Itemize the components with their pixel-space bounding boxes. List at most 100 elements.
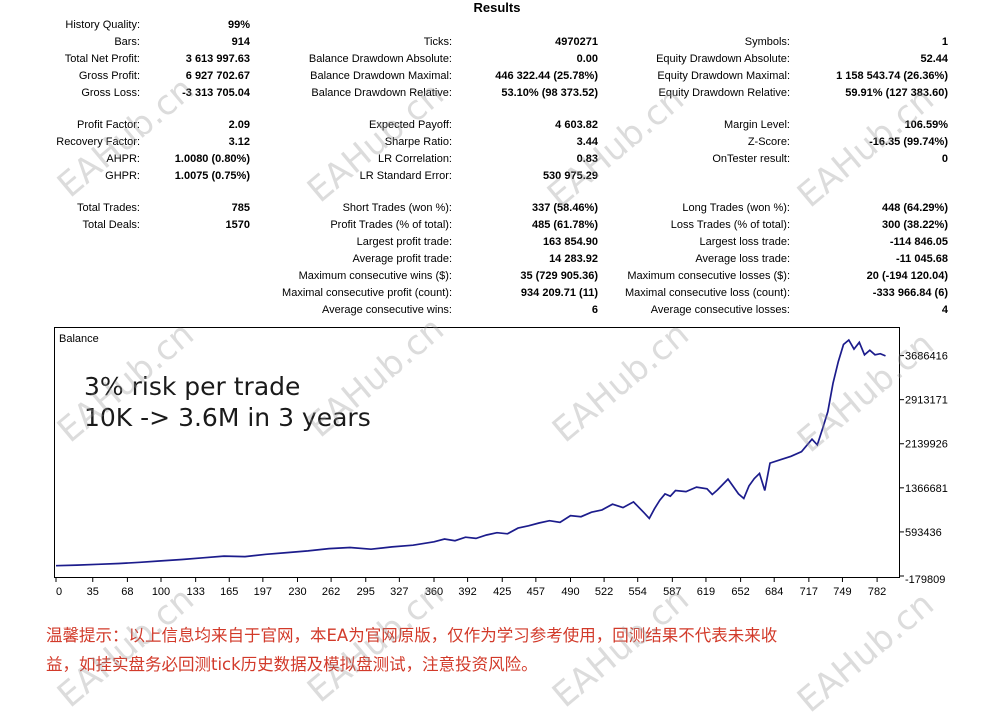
stat-label-col1-0: History Quality: bbox=[65, 19, 140, 31]
x-tick-label-21: 684 bbox=[765, 586, 783, 598]
stat-label-col2-6: LR Correlation: bbox=[378, 153, 452, 165]
x-tick-label-12: 392 bbox=[458, 586, 476, 598]
x-tick-label-6: 197 bbox=[254, 586, 272, 598]
stat-value-col3-11: 20 (-194 120.04) bbox=[866, 270, 948, 282]
stat-label-col1-6: Recovery Factor: bbox=[56, 136, 140, 148]
stat-label-col3-0: Symbols: bbox=[744, 36, 790, 48]
disclaimer-note: 温馨提示：以上信息均来自于官网，本EA为官网原版，仅作为学习参考使用，回测结果不… bbox=[46, 621, 966, 679]
x-tick-label-2: 68 bbox=[121, 586, 133, 598]
stat-value-col2-13: 934 209.71 (11) bbox=[520, 287, 598, 299]
stat-label-col2-4: Expected Payoff: bbox=[369, 119, 452, 131]
stat-value-col2-14: 6 bbox=[591, 304, 598, 316]
stat-label-col3-2: Equity Drawdown Maximal: bbox=[657, 70, 790, 82]
stat-label-col2-3: Balance Drawdown Relative: bbox=[311, 87, 452, 99]
stat-label-col3-5: Z-Score: bbox=[747, 136, 790, 148]
stat-label-col2-14: Average consecutive wins: bbox=[321, 304, 452, 316]
chart-annotation-line-2: 10K -> 3.6M in 3 years bbox=[84, 403, 371, 432]
chart-frame bbox=[54, 327, 900, 578]
stat-value-col2-4: 4 603.82 bbox=[555, 119, 598, 131]
x-tick-label-16: 522 bbox=[595, 586, 613, 598]
stat-value-col3-0: 1 bbox=[941, 36, 948, 48]
x-tick-label-23: 749 bbox=[833, 586, 851, 598]
balance-line bbox=[55, 338, 886, 567]
x-tick-label-14: 457 bbox=[527, 586, 545, 598]
stat-value-col2-1: 0.00 bbox=[576, 53, 598, 65]
stat-value-col1-6: 3.12 bbox=[228, 136, 250, 148]
x-tick-label-1: 35 bbox=[87, 586, 99, 598]
x-tick-label-18: 587 bbox=[663, 586, 681, 598]
stat-label-col2-0: Ticks: bbox=[423, 36, 452, 48]
stat-value-col1-4: -3 313 705.04 bbox=[182, 87, 250, 99]
stat-label-col1-4: Gross Loss: bbox=[81, 87, 140, 99]
x-tick-label-4: 133 bbox=[186, 586, 204, 598]
x-tick-label-10: 327 bbox=[390, 586, 408, 598]
stat-value-col3-7: 448 (64.29%) bbox=[881, 202, 948, 214]
stat-value-col2-11: 14 283.92 bbox=[549, 253, 598, 265]
chart-title: Balance bbox=[59, 333, 99, 345]
stat-value-col3-1: 52.44 bbox=[920, 53, 948, 65]
y-tick-label-4: 2913171 bbox=[905, 395, 948, 407]
stat-value-col3-8: 300 (38.22%) bbox=[881, 219, 948, 231]
stat-value-col2-3: 53.10% (98 373.52) bbox=[501, 87, 598, 99]
stat-label-col3-13: Average consecutive losses: bbox=[650, 304, 790, 316]
x-tick-label-3: 100 bbox=[152, 586, 170, 598]
x-tick-label-7: 230 bbox=[288, 586, 306, 598]
stat-label-col1-2: Total Net Profit: bbox=[64, 53, 140, 65]
stat-value-col3-2: 1 158 543.74 (26.36%) bbox=[836, 70, 948, 82]
stat-label-col2-12: Maximum consecutive wins ($): bbox=[298, 270, 452, 282]
x-tick-label-17: 554 bbox=[629, 586, 647, 598]
stat-value-col1-0: 99% bbox=[227, 19, 250, 31]
y-tick-label-5: 3686416 bbox=[905, 351, 948, 363]
stat-value-col1-9: 785 bbox=[231, 202, 250, 214]
x-tick-label-5: 165 bbox=[220, 586, 238, 598]
balance-chart: Balance 3% risk per trade 10K -> 3.6M in… bbox=[54, 327, 948, 598]
disclaimer-line-2: 益，如挂实盘务必回测tick历史数据及模拟盘测试，注意投资风险。 bbox=[46, 655, 538, 674]
stat-value-col2-9: 485 (61.78%) bbox=[531, 219, 598, 231]
y-tick-label-1: 593436 bbox=[905, 527, 942, 539]
x-tick-label-20: 652 bbox=[731, 586, 749, 598]
stat-value-col1-5: 2.09 bbox=[228, 119, 250, 131]
stat-value-col2-5: 3.44 bbox=[576, 136, 598, 148]
stat-value-col3-10: -11 045.68 bbox=[896, 253, 948, 265]
stat-value-col3-13: 4 bbox=[941, 304, 948, 316]
stat-label-col1-9: Total Trades: bbox=[77, 202, 140, 214]
stat-label-col2-8: Short Trades (won %): bbox=[342, 202, 452, 214]
x-tick-label-0: 0 bbox=[56, 586, 62, 598]
stat-label-col3-4: Margin Level: bbox=[723, 119, 790, 131]
stat-label-col1-7: AHPR: bbox=[106, 153, 140, 165]
stat-label-col2-11: Average profit trade: bbox=[352, 253, 452, 265]
results-title: Results bbox=[473, 0, 521, 15]
stat-value-col2-6: 0.83 bbox=[576, 153, 598, 165]
x-tick-label-22: 717 bbox=[800, 586, 818, 598]
x-tick-label-19: 619 bbox=[697, 586, 715, 598]
stat-value-col3-12: -333 966.84 (6) bbox=[872, 287, 948, 299]
stat-value-col1-10: 1570 bbox=[225, 219, 250, 231]
stat-value-col1-1: 914 bbox=[231, 36, 250, 48]
stat-label-col1-8: GHPR: bbox=[105, 170, 140, 182]
stat-value-col2-7: 530 975.29 bbox=[542, 170, 598, 182]
stat-label-col3-8: Loss Trades (% of total): bbox=[670, 219, 790, 231]
x-tick-label-15: 490 bbox=[561, 586, 579, 598]
stat-value-col3-5: -16.35 (99.74%) bbox=[869, 136, 948, 148]
stat-value-col2-2: 446 322.44 (25.78%) bbox=[495, 70, 598, 82]
stat-value-col1-7: 1.0080 (0.80%) bbox=[174, 153, 250, 165]
stat-value-col3-6: 0 bbox=[941, 153, 948, 165]
stat-value-col2-10: 163 854.90 bbox=[542, 236, 598, 248]
stat-label-col1-10: Total Deals: bbox=[82, 219, 140, 231]
stat-value-col3-4: 106.59% bbox=[904, 119, 948, 131]
stat-label-col2-9: Profit Trades (% of total): bbox=[330, 219, 452, 231]
stat-value-col2-0: 4970271 bbox=[555, 36, 598, 48]
stat-label-col3-12: Maximal consecutive loss (count): bbox=[624, 287, 790, 299]
stat-label-col2-10: Largest profit trade: bbox=[356, 236, 452, 248]
stat-value-col1-8: 1.0075 (0.75%) bbox=[174, 170, 250, 182]
stat-label-col1-5: Profit Factor: bbox=[77, 119, 140, 131]
x-tick-label-24: 782 bbox=[868, 586, 886, 598]
stat-label-col1-3: Gross Profit: bbox=[78, 70, 140, 82]
stat-label-col3-6: OnTester result: bbox=[712, 153, 790, 165]
stat-value-col2-12: 35 (729 905.36) bbox=[520, 270, 598, 282]
stat-value-col3-9: -114 846.05 bbox=[889, 236, 948, 248]
stat-label-col2-2: Balance Drawdown Maximal: bbox=[310, 70, 452, 82]
stat-label-col3-9: Largest loss trade: bbox=[699, 236, 791, 248]
stat-label-col1-1: Bars: bbox=[114, 36, 140, 48]
stat-value-col1-2: 3 613 997.63 bbox=[185, 53, 250, 65]
